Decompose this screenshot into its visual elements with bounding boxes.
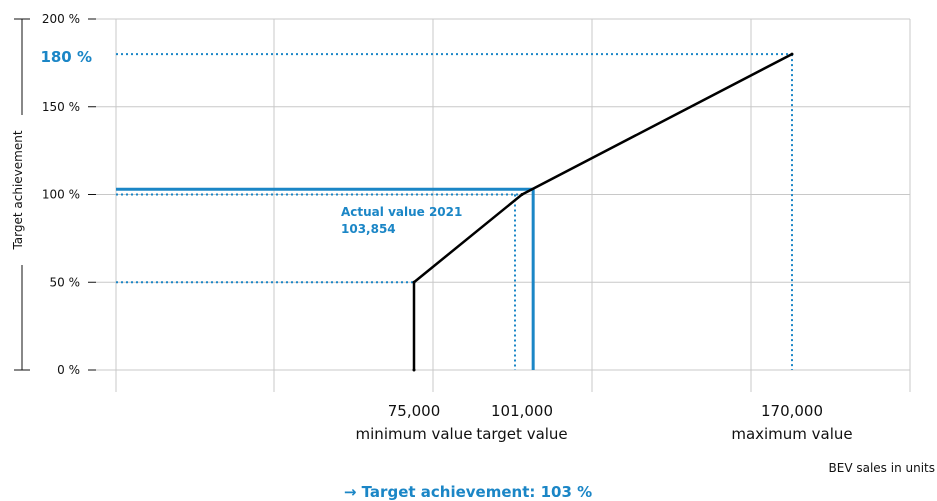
footer-note: → Target achievement: 103 % [344,483,592,501]
series-point [520,193,524,196]
y-tick-label: 100 % [42,188,80,202]
series-point [412,368,416,372]
y-axis-label: Target achievement [11,130,25,250]
y-tick-label: 200 % [42,12,80,26]
x-marker-label: target value [476,425,567,443]
grid [96,18,911,392]
y-tick-label: 150 % [42,100,80,114]
series-line-path [412,52,793,370]
highlight-y-label: 180 % [40,48,92,66]
y-tick-label: 50 % [50,275,81,289]
series-line [412,52,794,372]
actual-value-label-line2: 103,854 [341,222,396,236]
y-axis: Target achievement 0 % 50 % 100 % 150 % 200 … [11,12,96,377]
x-marker-value: 75,000 [388,402,441,420]
actual-value-label-line1: Actual value 2021 [341,205,462,219]
x-marker-value: 170,000 [761,402,823,420]
x-marker-value: 101,000 [491,402,553,420]
labels: 180 % Actual value 2021 103,854 BEV sale… [40,48,935,501]
x-axis-label: BEV sales in units [829,461,935,475]
guide-lines [116,53,793,370]
x-marker-label: minimum value [356,425,473,443]
x-marker-label: maximum value [731,425,852,443]
series-point [412,280,416,284]
series-point [790,52,794,56]
y-tick-label: 0 % [57,363,80,377]
